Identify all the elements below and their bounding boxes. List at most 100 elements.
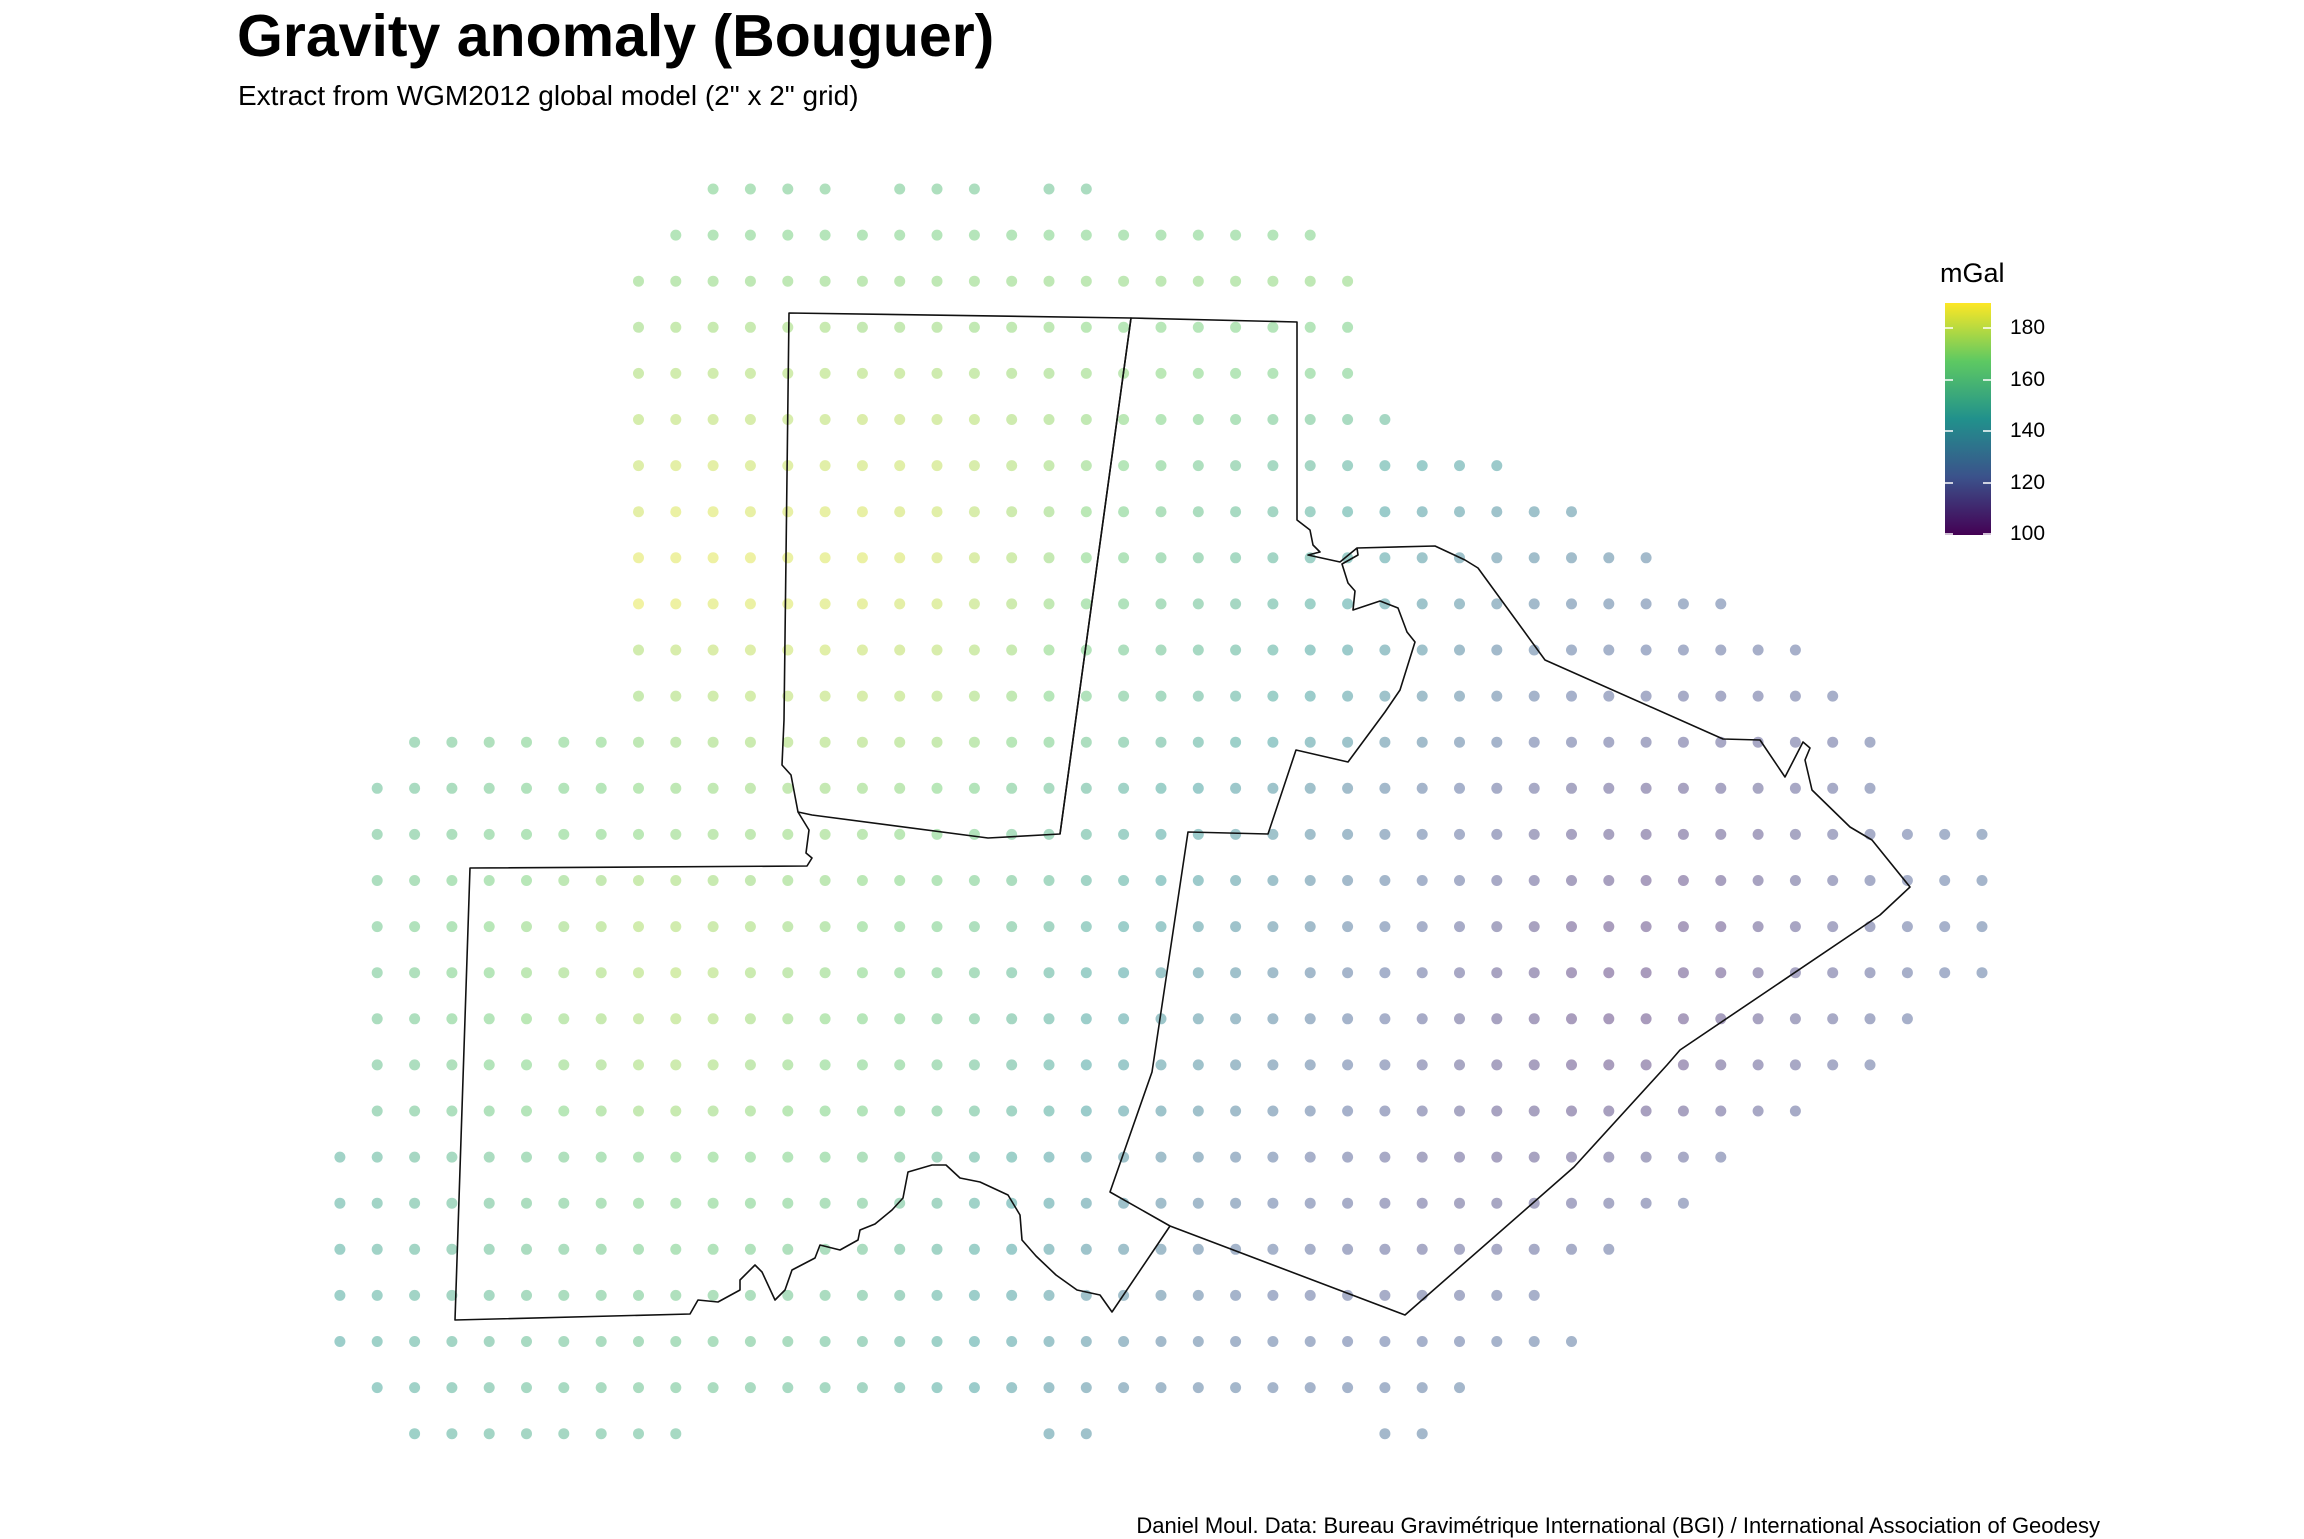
gravity-point xyxy=(446,1013,458,1025)
gravity-point xyxy=(409,1013,421,1025)
legend-title: mGal xyxy=(1940,258,2005,288)
gravity-point xyxy=(1304,275,1316,287)
gravity-point xyxy=(1043,321,1055,333)
gravity-point xyxy=(1603,1197,1615,1209)
gravity-point xyxy=(744,229,756,241)
gravity-point xyxy=(334,1336,346,1347)
gravity-point xyxy=(1342,1105,1354,1117)
gravity-point xyxy=(894,229,906,241)
gravity-point xyxy=(1080,1428,1092,1440)
gravity-point xyxy=(856,644,868,656)
gravity-point xyxy=(521,967,532,979)
gravity-point xyxy=(595,1336,607,1347)
gravity-point xyxy=(1789,644,1801,656)
gravity-point xyxy=(1491,598,1503,610)
gravity-point xyxy=(1192,1243,1204,1255)
gravity-point xyxy=(1080,275,1092,287)
gravity-point xyxy=(595,1059,607,1071)
gravity-point xyxy=(1677,782,1689,794)
gravity-point xyxy=(968,229,980,241)
gravity-point xyxy=(1192,1105,1204,1117)
gravity-point xyxy=(1566,875,1577,886)
gravity-point xyxy=(1192,921,1204,933)
gravity-point xyxy=(856,967,868,979)
gravity-point xyxy=(409,1243,421,1255)
gravity-point xyxy=(334,1197,346,1209)
gravity-point xyxy=(1267,967,1279,979)
gravity-point xyxy=(819,367,831,379)
gravity-point xyxy=(1230,229,1242,241)
gravity-point xyxy=(1416,967,1428,979)
gravity-point xyxy=(1043,1105,1055,1117)
gravity-point xyxy=(1491,1059,1503,1071)
gravity-point xyxy=(1640,782,1652,794)
gravity-point xyxy=(1304,1382,1316,1394)
gravity-point xyxy=(744,921,756,933)
gravity-point xyxy=(1454,921,1465,933)
gravity-point xyxy=(744,414,756,425)
gravity-point xyxy=(931,690,943,702)
gravity-point xyxy=(633,1428,644,1440)
gravity-point xyxy=(1864,736,1876,748)
gravity-point xyxy=(1043,1289,1055,1301)
gravity-point xyxy=(1379,1013,1391,1025)
gravity-point xyxy=(707,1289,719,1301)
gravity-point xyxy=(1379,1336,1391,1347)
gravity-point xyxy=(595,1428,607,1440)
gravity-point xyxy=(1715,1151,1727,1163)
gravity-point xyxy=(1006,1243,1018,1255)
county-borders xyxy=(454,312,1911,1321)
gravity-point xyxy=(446,1289,458,1301)
gravity-point xyxy=(1416,875,1428,886)
gravity-point xyxy=(707,460,719,472)
gravity-point xyxy=(1939,875,1951,886)
gravity-point xyxy=(1454,1151,1465,1163)
gravity-point xyxy=(894,506,906,518)
gravity-point xyxy=(1528,690,1540,702)
gravity-point xyxy=(1789,1059,1801,1071)
gravity-point xyxy=(1864,782,1876,794)
gravity-point xyxy=(1603,598,1615,610)
gravity-point xyxy=(1118,321,1130,333)
gravity-point xyxy=(1640,736,1652,748)
gravity-point xyxy=(1267,1382,1279,1394)
gravity-point xyxy=(1267,828,1279,840)
gravity-point xyxy=(633,414,644,425)
gravity-point xyxy=(1304,644,1316,656)
gravity-point xyxy=(1827,828,1839,840)
gravity-point xyxy=(1640,921,1652,933)
gravity-point xyxy=(1491,644,1503,656)
gravity-point xyxy=(1416,736,1428,748)
gravity-point xyxy=(446,921,458,933)
color-legend: mGal 180 160 140 120 100 xyxy=(1940,258,2090,558)
gravity-point xyxy=(1864,1059,1876,1071)
gravity-point xyxy=(968,828,980,840)
gravity-point xyxy=(968,552,980,564)
gravity-point xyxy=(819,921,831,933)
gravity-point xyxy=(1528,875,1540,886)
gravity-point xyxy=(1043,921,1055,933)
gravity-point xyxy=(1976,828,1988,840)
gravity-point xyxy=(670,229,682,241)
gravity-point xyxy=(1006,644,1018,656)
gravity-point xyxy=(483,828,495,840)
gravity-point xyxy=(1118,275,1130,287)
gravity-point xyxy=(1155,1105,1167,1117)
gravity-point xyxy=(1043,460,1055,472)
gravity-point xyxy=(521,1197,532,1209)
gravity-point xyxy=(1789,1105,1801,1117)
gravity-point xyxy=(670,736,682,748)
gravity-point xyxy=(1155,598,1167,610)
gravity-point xyxy=(1528,506,1540,518)
gravity-point xyxy=(707,367,719,379)
gravity-point xyxy=(894,414,906,425)
gravity-point xyxy=(595,1382,607,1394)
gravity-point xyxy=(894,875,906,886)
gravity-point xyxy=(1192,275,1204,287)
gravity-point xyxy=(1566,736,1577,748)
gravity-point xyxy=(1155,967,1167,979)
gravity-point xyxy=(1454,736,1465,748)
gravity-point xyxy=(1491,921,1503,933)
gravity-point xyxy=(894,552,906,564)
gravity-point xyxy=(633,967,644,979)
